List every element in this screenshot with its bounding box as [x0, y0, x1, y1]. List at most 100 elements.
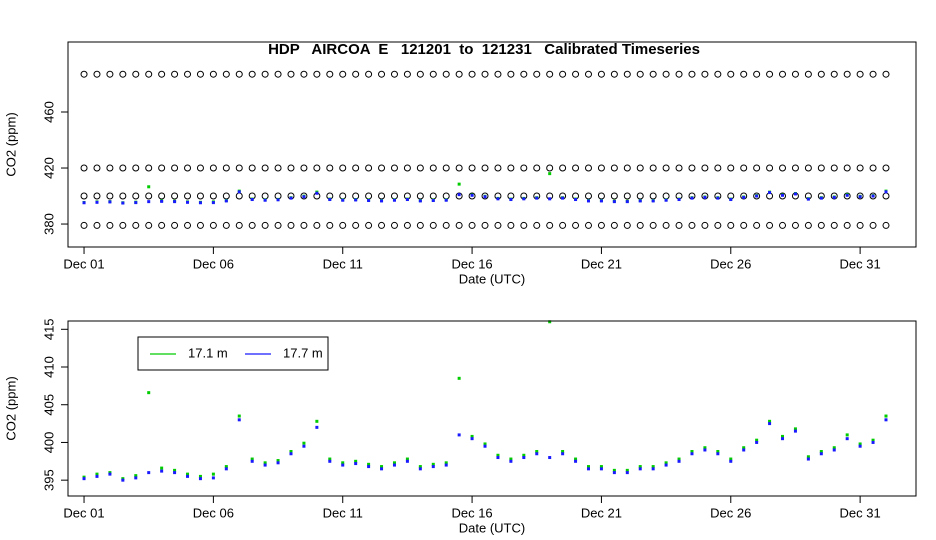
data-point	[677, 198, 681, 202]
calibration-point	[481, 164, 489, 172]
calibration-point	[830, 164, 838, 172]
calibration-point	[261, 70, 269, 78]
calibration-point	[688, 221, 696, 229]
y-tick-label: 380	[41, 213, 56, 235]
calibration-point	[714, 221, 722, 229]
calibration-point	[869, 164, 877, 172]
calibration-point	[649, 70, 657, 78]
x-axis-label: Date (UTC)	[459, 271, 525, 286]
calibration-point	[507, 164, 515, 172]
calibration-point	[93, 164, 101, 172]
data-point	[496, 456, 500, 460]
y-axis-label: CO2 (ppm)	[3, 376, 18, 440]
data-point	[535, 196, 539, 200]
data-point	[82, 477, 86, 481]
calibration-point	[429, 164, 437, 172]
calibration-point	[287, 70, 295, 78]
calibration-point	[843, 192, 851, 200]
x-tick-label: Dec 26	[710, 505, 751, 520]
data-point	[535, 449, 539, 453]
calibration-point	[572, 221, 580, 229]
calibration-point	[597, 192, 605, 200]
data-point	[237, 414, 241, 418]
data-point	[548, 456, 552, 460]
calibration-point	[623, 192, 631, 200]
x-axis-label: Date (UTC)	[459, 520, 525, 535]
data-point	[147, 185, 151, 189]
y-tick-label: 460	[41, 101, 56, 123]
data-point	[289, 449, 293, 453]
calibration-point	[209, 221, 217, 229]
calibration-point	[80, 221, 88, 229]
calibration-point	[688, 70, 696, 78]
calibration-point	[313, 164, 321, 172]
calibration-point	[727, 164, 735, 172]
calibration-point	[390, 192, 398, 200]
calibration-point	[701, 221, 709, 229]
calibration-point	[158, 70, 166, 78]
data-point	[263, 198, 267, 202]
data-point	[328, 457, 332, 461]
calibration-point	[520, 164, 528, 172]
data-point	[806, 455, 810, 459]
data-point	[173, 468, 177, 472]
calibration-point	[300, 70, 308, 78]
data-point	[677, 459, 681, 463]
data-point	[871, 440, 875, 444]
calibration-point	[222, 164, 230, 172]
data-point	[548, 197, 552, 201]
calibration-point	[106, 164, 114, 172]
legend-label: 17.7 m	[283, 345, 323, 360]
data-point	[483, 442, 487, 446]
calibration-point	[520, 70, 528, 78]
calibration-point	[119, 221, 127, 229]
data-point	[729, 459, 733, 463]
calibration-point	[882, 221, 890, 229]
calibration-point	[106, 221, 114, 229]
calibration-point	[390, 164, 398, 172]
data-point	[444, 198, 448, 202]
calibration-point	[274, 70, 282, 78]
data-point	[224, 199, 228, 203]
data-point	[405, 459, 409, 463]
calibration-point	[196, 164, 204, 172]
data-point	[806, 457, 810, 461]
calibration-point	[171, 164, 179, 172]
data-point	[742, 448, 746, 452]
data-point	[768, 422, 772, 426]
calibration-point	[882, 164, 890, 172]
calibration-point	[442, 221, 450, 229]
data-point	[483, 195, 487, 199]
x-tick-label: Dec 26	[710, 256, 751, 271]
data-point	[742, 446, 746, 450]
calibration-point	[403, 164, 411, 172]
data-point	[664, 463, 668, 467]
calibration-point	[753, 70, 761, 78]
data-point	[651, 467, 655, 471]
data-point	[612, 471, 616, 475]
calibration-point	[584, 192, 592, 200]
data-point	[664, 198, 668, 202]
data-point	[793, 427, 797, 431]
x-tick-label: Dec 16	[451, 505, 492, 520]
chart-title: HDP AIRCOA E 121201 to 121231 Calibrated…	[268, 41, 700, 58]
calibration-point	[533, 221, 541, 229]
calibration-point	[610, 164, 618, 172]
plot-frame	[67, 41, 917, 248]
data-point	[134, 201, 138, 205]
data-point	[108, 471, 112, 475]
data-point	[354, 459, 358, 463]
data-point	[147, 200, 151, 204]
calibration-point	[390, 70, 398, 78]
calibration-point	[856, 164, 864, 172]
data-point	[729, 198, 733, 202]
calibration-point	[235, 164, 243, 172]
calibration-point	[106, 70, 114, 78]
data-point	[121, 478, 125, 482]
calibration-point	[365, 164, 373, 172]
calibration-point	[714, 164, 722, 172]
calibration-point	[403, 221, 411, 229]
calibration-point	[106, 192, 114, 200]
data-point	[884, 190, 888, 194]
